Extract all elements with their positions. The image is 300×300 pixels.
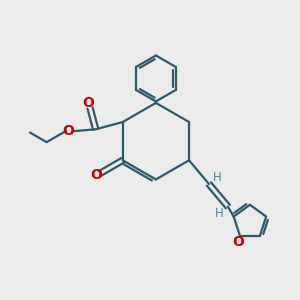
- Text: H: H: [213, 171, 221, 184]
- Text: O: O: [90, 168, 102, 182]
- Text: H: H: [215, 206, 224, 220]
- Text: O: O: [82, 96, 94, 110]
- Text: O: O: [62, 124, 74, 137]
- Text: O: O: [232, 235, 244, 249]
